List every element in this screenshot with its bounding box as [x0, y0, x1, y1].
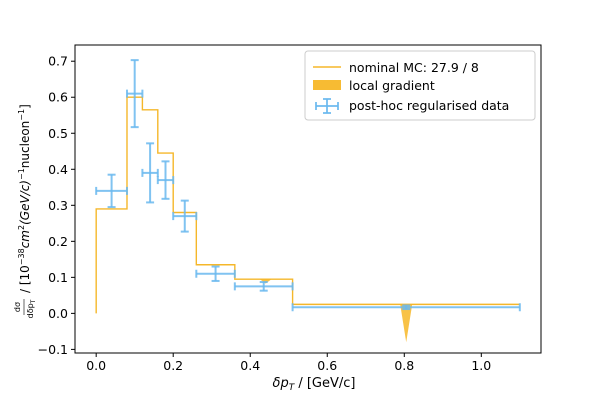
y-tick-label: 0.7 [48, 54, 68, 69]
data-point [156, 160, 175, 200]
x-tick-label: 0.2 [163, 358, 183, 373]
legend-gradient-label: local gradient [349, 78, 435, 93]
y-tick-label: 0.2 [48, 234, 68, 249]
y-tick-label: 0.4 [48, 162, 68, 177]
mc-layer [95, 96, 520, 314]
x-ticks: 0.0 0.2 0.4 0.6 0.8 1.0 [86, 353, 491, 373]
data-layer [95, 59, 521, 312]
y-tick-label: 0.6 [48, 90, 68, 105]
mc-step-line [95, 96, 520, 314]
legend-data-label: post-hoc regularised data [349, 98, 509, 113]
y-tick-label: −0.1 [38, 342, 68, 357]
y-tick-label: 0.0 [48, 306, 68, 321]
y-label-frac-den: dδpT [26, 299, 37, 318]
gradient-layer [259, 279, 413, 343]
y-label-frac-num: dσ [13, 302, 22, 312]
legend: nominal MC: 27.9 / 8 local gradient post… [304, 50, 536, 121]
x-tick-label: 0.6 [317, 358, 337, 373]
plot-frame [74, 44, 542, 354]
y-label-unit: / [10−38cm2(GeV/c)−1nucleon−1] [17, 104, 32, 293]
gradient-marker [400, 304, 413, 343]
data-point [291, 303, 521, 312]
data-point [141, 142, 159, 204]
legend-box [304, 50, 536, 121]
x-tick-label: 0.0 [86, 358, 106, 373]
x-tick-label: 0.8 [394, 358, 414, 373]
data-point [233, 281, 294, 292]
y-ticks: −0.1 0.0 0.1 0.2 0.3 0.4 0.5 0.6 0.7 [38, 54, 75, 357]
y-axis-label: dσ dδpT / [10−38cm2(GeV/c)−1nucleon−1] [13, 104, 37, 318]
y-tick-label: 0.1 [48, 270, 68, 285]
legend-data-swatch [315, 98, 339, 114]
data-point [195, 265, 236, 282]
data-point [125, 59, 144, 129]
x-tick-label: 0.4 [240, 358, 260, 373]
y-tick-label: 0.5 [48, 126, 68, 141]
legend-mc-label: nominal MC: 27.9 / 8 [349, 60, 479, 75]
data-point [95, 173, 128, 209]
y-tick-label: 0.3 [48, 198, 68, 213]
x-tick-label: 1.0 [471, 358, 491, 373]
data-point [172, 199, 198, 233]
x-axis-label: δpT / [GeV/c] [273, 376, 356, 393]
legend-gradient-swatch [313, 80, 341, 90]
